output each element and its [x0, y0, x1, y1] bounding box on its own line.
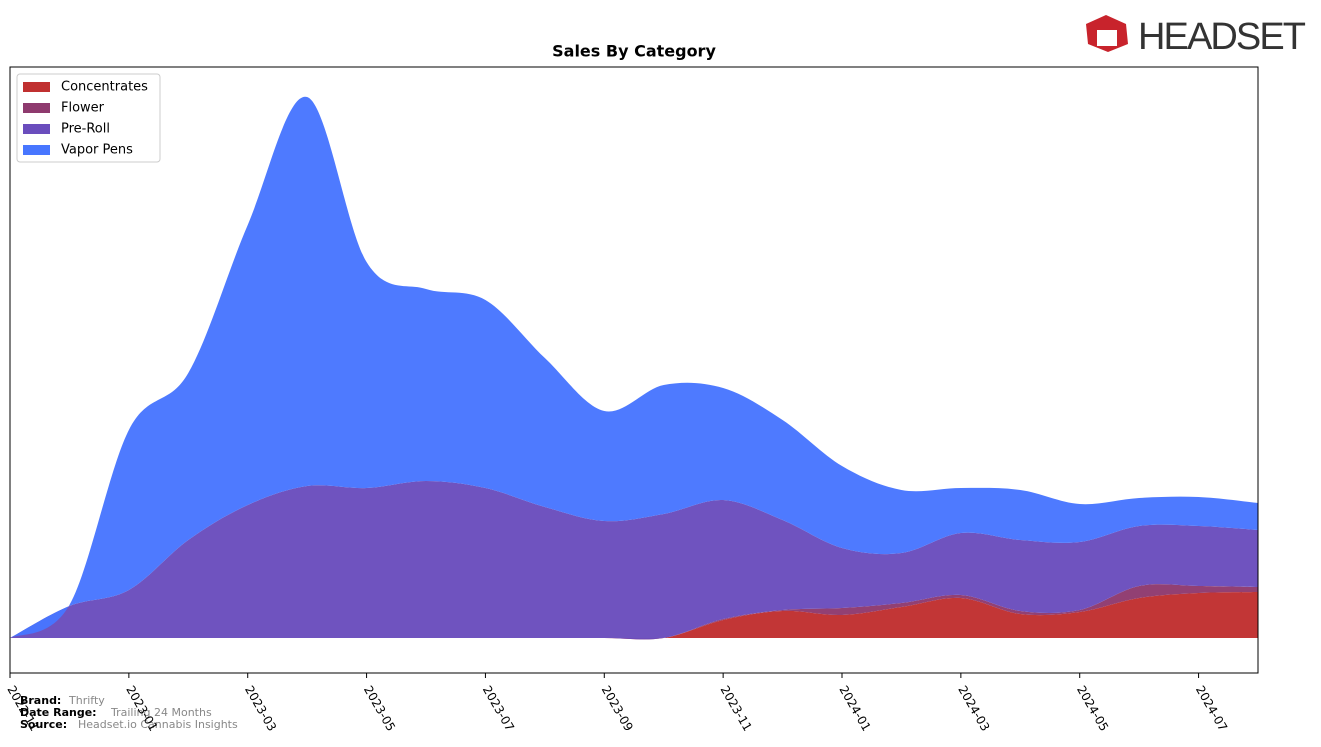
- footer-label: Brand:: [20, 694, 61, 707]
- legend-swatch: [23, 103, 50, 113]
- footer-label: Source:: [20, 718, 67, 731]
- x-tick-label: 2023-05: [361, 683, 398, 733]
- legend-box: [16, 73, 161, 163]
- x-tick-label: 2023-09: [599, 683, 636, 733]
- logo-text: HEADSET: [1138, 16, 1306, 58]
- footer-value: Thrifty: [68, 694, 105, 707]
- x-tick-label: 2023-03: [242, 683, 279, 733]
- x-tick-label: 2024-03: [955, 683, 992, 733]
- legend-swatch: [23, 124, 50, 134]
- legend-label: Flower: [61, 101, 105, 116]
- legend-swatch: [23, 145, 50, 155]
- area: [10, 481, 1258, 640]
- footer-value: Headset.io Cannabis Insights: [78, 718, 238, 731]
- legend-label: Pre-Roll: [61, 122, 110, 137]
- x-tick-label: 2024-07: [1193, 683, 1230, 733]
- area: [10, 96, 1258, 638]
- legend-label: Concentrates: [61, 80, 148, 95]
- legend: Concentrates Flower Pre-Roll Vapor Pens: [16, 73, 161, 163]
- chart-title: Sales By Category: [552, 42, 716, 61]
- area: [10, 584, 1258, 640]
- x-tick-label: 2023-07: [480, 683, 517, 733]
- logo: HEADSET: [1086, 15, 1306, 58]
- x-tick-label: 2023-11: [718, 683, 755, 733]
- x-tick-label: 2024-05: [1074, 683, 1111, 733]
- logo-hole: [1097, 30, 1117, 46]
- legend-swatch: [23, 82, 50, 92]
- area: [10, 592, 1258, 640]
- legend-label: Vapor Pens: [61, 143, 133, 158]
- plot-frame: [9, 66, 1259, 674]
- footer-label: Date Range:: [20, 706, 97, 719]
- footer-value: Trailing 24 Months: [110, 706, 212, 719]
- x-tick-label: 2024-01: [836, 683, 873, 733]
